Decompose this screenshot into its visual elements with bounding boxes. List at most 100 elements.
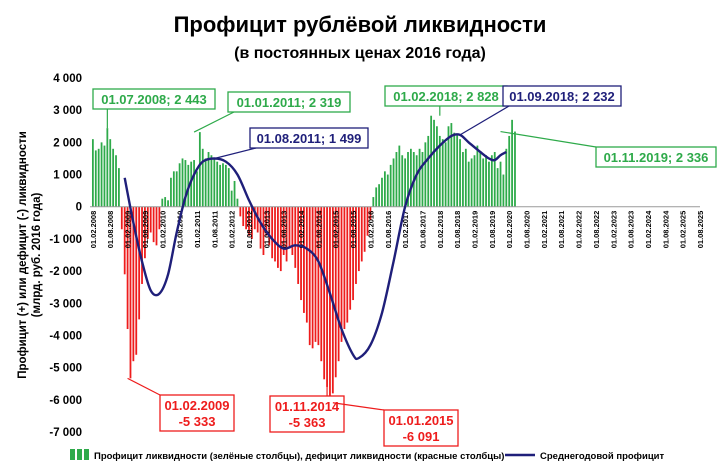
bar [355, 206, 357, 284]
y-axis: 4 000 3 000 2 000 1 000 0 -1 000 -2 000 -3 000 -… [49, 73, 82, 439]
bar [259, 206, 262, 249]
bar [485, 155, 487, 207]
callout-label: 01.09.2018; 2 232 [509, 89, 615, 104]
bar [511, 119, 513, 207]
callout-label: 01.01.2011; 2 319 [237, 95, 342, 110]
bar [201, 148, 204, 207]
y-tick-label: 0 [76, 202, 82, 214]
bar [378, 184, 380, 207]
bar [404, 158, 407, 207]
y-tick-label: -2 000 [49, 266, 82, 278]
callout-leader [127, 377, 161, 396]
callout: 01.02.2009-5 333 [127, 377, 235, 432]
bar [343, 206, 346, 330]
bar [470, 158, 473, 207]
bar [253, 206, 256, 230]
x-tick-label: 01.02.2015 [332, 211, 341, 249]
callout-box [159, 394, 235, 432]
bar [262, 206, 265, 255]
bar [441, 139, 444, 207]
x-tick-label: 01.08.2016 [384, 211, 393, 249]
legend-bar-swatch [70, 449, 75, 460]
bar [479, 152, 482, 207]
bar [204, 158, 207, 207]
callout: 01.11.2019; 2 336 [500, 130, 717, 168]
x-tick-label: 01.02.2021 [540, 211, 549, 249]
bar [381, 177, 383, 207]
bar [291, 206, 294, 255]
x-tick-label: 01.08.2020 [523, 211, 532, 249]
callout-label: 01.11.2019; 2 336 [604, 150, 709, 165]
y-tick-label: -1 000 [49, 234, 82, 246]
bar [224, 164, 227, 207]
bar [216, 161, 219, 207]
callout-label: -5 363 [289, 415, 326, 430]
x-tick-label: 01.08.2015 [349, 211, 358, 249]
bar [184, 160, 187, 207]
bar [135, 206, 138, 355]
bars-series [91, 115, 516, 403]
x-tick-label: 01.02.2012 [228, 211, 237, 249]
y-tick-label: -4 000 [49, 330, 82, 342]
callout-leader [500, 130, 597, 148]
bar [294, 206, 297, 268]
bar [369, 206, 372, 220]
x-tick-label: 01.08.2021 [557, 211, 566, 249]
bar [407, 152, 409, 207]
bar [424, 142, 427, 207]
bar [363, 206, 366, 252]
x-tick-label: 01.08.2009 [141, 211, 150, 249]
x-tick-label: 01.02.2024 [644, 210, 653, 248]
x-tick-label: 01.02.2013 [262, 211, 271, 249]
bar [103, 145, 106, 207]
callout-box [269, 395, 345, 433]
bar [227, 168, 230, 207]
x-tick-label: 01.08.2025 [696, 211, 705, 249]
bar [277, 206, 279, 268]
bar [456, 134, 459, 207]
bar [155, 206, 158, 246]
bar [360, 206, 363, 262]
y-tick-label: -5 000 [49, 363, 82, 375]
bar [496, 168, 499, 207]
bar [467, 161, 470, 207]
bar [141, 206, 143, 284]
x-axis: 01.02.2008 01.08.2008 01.02.2009 01.08.2009… [89, 210, 705, 248]
y-tick-label: -6 000 [49, 395, 82, 407]
bar [129, 206, 132, 379]
bar [106, 128, 109, 207]
bar [346, 206, 349, 323]
bar [334, 206, 337, 378]
callout-leader [332, 402, 385, 411]
x-tick-label: 01.08.2024 [661, 210, 670, 248]
x-tick-label: 01.08.2018 [453, 211, 462, 249]
x-tick-label: 01.08.2022 [592, 211, 601, 249]
bar [493, 152, 496, 207]
bar [514, 131, 516, 207]
bar [386, 174, 389, 207]
bar [375, 187, 378, 207]
bar [115, 155, 117, 207]
callout-label: 01.08.2011; 1 499 [257, 131, 362, 146]
x-tick-label: 01.02.2011 [193, 211, 202, 248]
x-tick-label: 01.02.2020 [505, 211, 514, 249]
x-tick-label: 01.08.2011 [210, 211, 219, 248]
bar [132, 206, 135, 362]
bar [398, 145, 401, 207]
x-tick-label: 01.02.2025 [679, 211, 688, 249]
bar [453, 132, 456, 207]
bar [447, 126, 450, 207]
callout-box [227, 91, 351, 113]
bar [164, 197, 167, 207]
bar [288, 206, 291, 249]
bar [219, 164, 221, 207]
bar [207, 152, 210, 207]
callouts: 01.07.2008; 2 443 01.01.2011; 2 319 01.08.… [92, 85, 717, 447]
bar [314, 206, 317, 342]
bar [308, 206, 311, 346]
callout-box [502, 85, 622, 107]
callout: 01.08.2011; 1 499 [214, 127, 369, 160]
bar [196, 171, 198, 207]
callout-box [92, 88, 216, 110]
x-tick-label: 01.08.2017 [418, 211, 427, 249]
